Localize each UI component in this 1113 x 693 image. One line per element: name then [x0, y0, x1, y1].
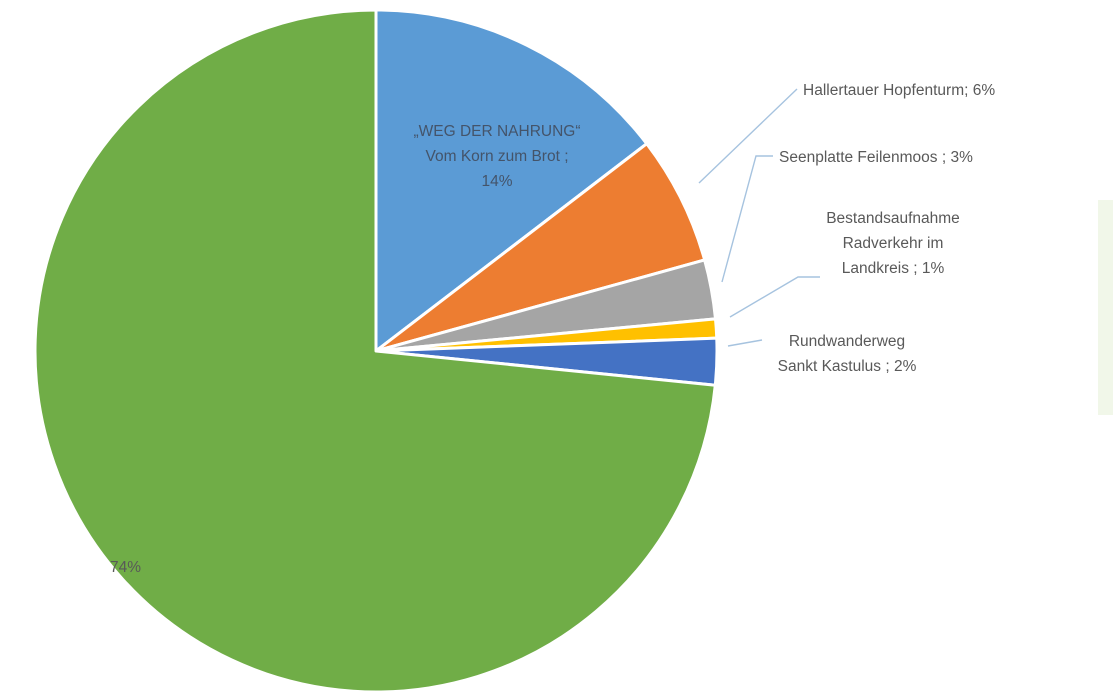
data-label-1-line-2: Vom Korn zum Brot ; — [426, 148, 569, 165]
data-label-4: Bestandsaufnahme Radverkehr im Landkreis ;… — [826, 210, 960, 277]
data-label-4-line-3: Landkreis ; 1% — [842, 260, 945, 277]
data-label-1: „WEG DER NAHRUNG“ Vom Korn zum Brot ; 14% — [413, 123, 580, 190]
data-label-1-line-1: „WEG DER NAHRUNG“ — [413, 123, 580, 140]
pie-slice-1 — [374, 8, 649, 353]
leader-line-2 — [698, 88, 798, 184]
pie-slice-2 — [374, 142, 707, 353]
leader-line-3 — [721, 155, 773, 283]
data-label-2: Hallertauer Hopfenturm; 6% — [803, 82, 995, 99]
data-label-1-line-3: 14% — [481, 173, 512, 190]
data-label-5: Rundwanderweg Sankt Kastulus ; 2% — [778, 333, 917, 375]
leader-line-5 — [727, 339, 763, 347]
background-decoration — [1098, 200, 1113, 415]
data-label-5-line-2: Sankt Kastulus ; 2% — [778, 358, 917, 375]
data-label-3-line-1: Seenplatte Feilenmoos ; 3% — [779, 149, 973, 166]
data-label-4-line-2: Radverkehr im — [843, 235, 944, 252]
data-labels: „WEG DER NAHRUNG“ Vom Korn zum Brot ; 14% H… — [110, 82, 995, 576]
leader-lines — [698, 88, 820, 347]
pie-slices — [33, 8, 719, 693]
data-label-2-line-1: Hallertauer Hopfenturm; 6% — [803, 82, 995, 99]
data-label-6: 74% — [110, 559, 141, 576]
data-label-4-line-1: Bestandsaufnahme — [826, 210, 960, 227]
data-label-6-line-1: 74% — [110, 559, 141, 576]
data-label-5-line-1: Rundwanderweg — [789, 333, 905, 350]
pie-slice-6 — [33, 8, 717, 693]
leader-line-4 — [729, 276, 820, 318]
data-label-3: Seenplatte Feilenmoos ; 3% — [779, 149, 973, 166]
